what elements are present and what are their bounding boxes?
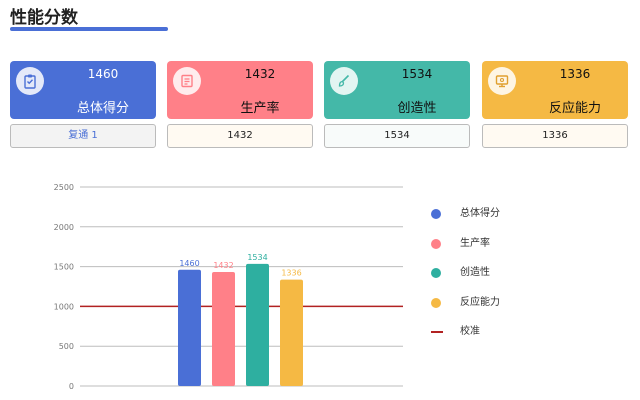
legend-dot — [431, 238, 441, 249]
card-productivity[interactable]: 1432 生产率 — [167, 61, 313, 119]
card-value: 1432 — [244, 67, 276, 81]
legend-label: 创造性 — [460, 267, 490, 278]
document-icon — [173, 67, 201, 95]
legend-label: 总体得分 — [460, 208, 500, 219]
legend-dot — [431, 297, 441, 308]
clipboard-icon — [16, 67, 44, 95]
legend-label: 反应能力 — [460, 296, 500, 308]
bar-4 — [280, 279, 303, 386]
y-tick-label: 0 — [69, 382, 74, 391]
card-value: 1460 — [87, 67, 119, 81]
card-label: 生产率 — [240, 101, 280, 116]
bar-1 — [178, 269, 201, 386]
legend-item: 校准 — [428, 324, 618, 340]
y-tick-label: 1000 — [54, 302, 74, 311]
y-tick-label: 1500 — [54, 263, 74, 272]
card-creativity[interactable]: 1534 创造性 — [324, 61, 470, 119]
card-sub-button-responsiveness[interactable]: 1336 — [482, 124, 628, 148]
legend-line — [431, 331, 443, 333]
bar-value-label: 1534 — [247, 253, 267, 262]
y-tick-label: 2500 — [54, 183, 74, 192]
card-sub-button-creativity[interactable]: 1534 — [324, 124, 470, 148]
legend-label: 生产率 — [460, 237, 490, 249]
y-tick-label: 500 — [59, 342, 74, 351]
bar-value-label: 1432 — [213, 261, 233, 270]
legend-item: 生产率 — [428, 236, 618, 252]
legend-dot — [431, 209, 441, 219]
card-overall-score[interactable]: 1460 总体得分 — [10, 61, 156, 119]
card-label: 总体得分 — [76, 101, 129, 116]
bar-2 — [212, 272, 235, 386]
legend-label: 校准 — [460, 326, 480, 337]
bar-value-label: 1460 — [179, 259, 199, 268]
card-sub-button-overall[interactable]: 复通 1 — [10, 124, 156, 148]
bar-3 — [246, 263, 269, 386]
legend-item: 总体得分 — [428, 206, 618, 222]
title-underline — [10, 27, 168, 31]
legend-dot — [431, 268, 441, 278]
page-title: 性能分数 — [10, 8, 78, 28]
card-label: 反应能力 — [548, 101, 601, 116]
legend-item: 创造性 — [428, 265, 618, 281]
monitor-icon — [488, 67, 516, 95]
brush-icon — [330, 67, 358, 95]
card-value: 1336 — [559, 67, 591, 81]
card-value: 1534 — [401, 67, 433, 81]
bar-value-label: 1336 — [281, 269, 301, 278]
card-responsiveness[interactable]: 1336 反应能力 — [482, 61, 628, 119]
card-sub-button-productivity[interactable]: 1432 — [167, 124, 313, 148]
y-tick-label: 2000 — [54, 223, 74, 232]
legend-item: 反应能力 — [428, 295, 618, 311]
performance-bar-chart: 0 500 1000 1500 2000 2500 1460 1432 1534 1336 — [54, 183, 403, 391]
card-label: 创造性 — [397, 101, 437, 116]
